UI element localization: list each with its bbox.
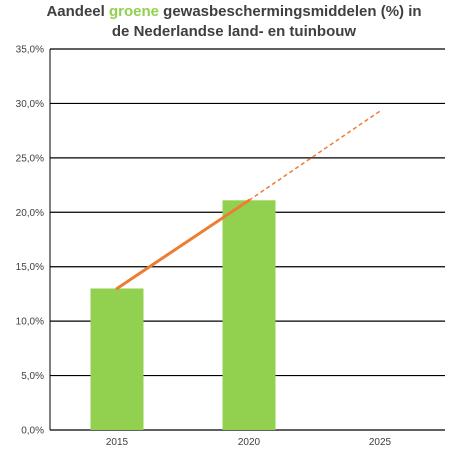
x-tick-label: 2015: [106, 437, 129, 448]
y-tick-label: 5,0%: [21, 371, 44, 382]
y-tick-label: 20,0%: [16, 208, 44, 219]
y-tick-label: 0,0%: [21, 426, 44, 437]
y-tick-label: 35,0%: [16, 45, 44, 56]
title-highlight: groene: [108, 3, 159, 20]
bar-2020: [222, 200, 276, 430]
trend-line-solid: [115, 198, 251, 290]
title-prefix: Aandeel: [46, 3, 109, 20]
bar-2015: [90, 288, 144, 430]
x-tick-label: 2020: [238, 437, 261, 448]
trend-line-dashed: [248, 110, 381, 201]
chart-title-line-1: Aandeel groene gewasbeschermingsmiddelen…: [0, 2, 468, 22]
title-suffix: gewasbeschermingsmiddelen (%) in: [158, 3, 422, 20]
y-tick-label: 10,0%: [16, 317, 44, 328]
x-tick-label: 2025: [369, 437, 392, 448]
y-tick-label: 15,0%: [16, 262, 44, 273]
y-tick-label: 30,0%: [16, 99, 44, 110]
y-tick-label: 25,0%: [16, 153, 44, 164]
chart-title-line-2: de Nederlandse land- en tuinbouw: [111, 23, 357, 40]
chart-title: Aandeel groene gewasbeschermingsmiddelen…: [0, 2, 468, 42]
